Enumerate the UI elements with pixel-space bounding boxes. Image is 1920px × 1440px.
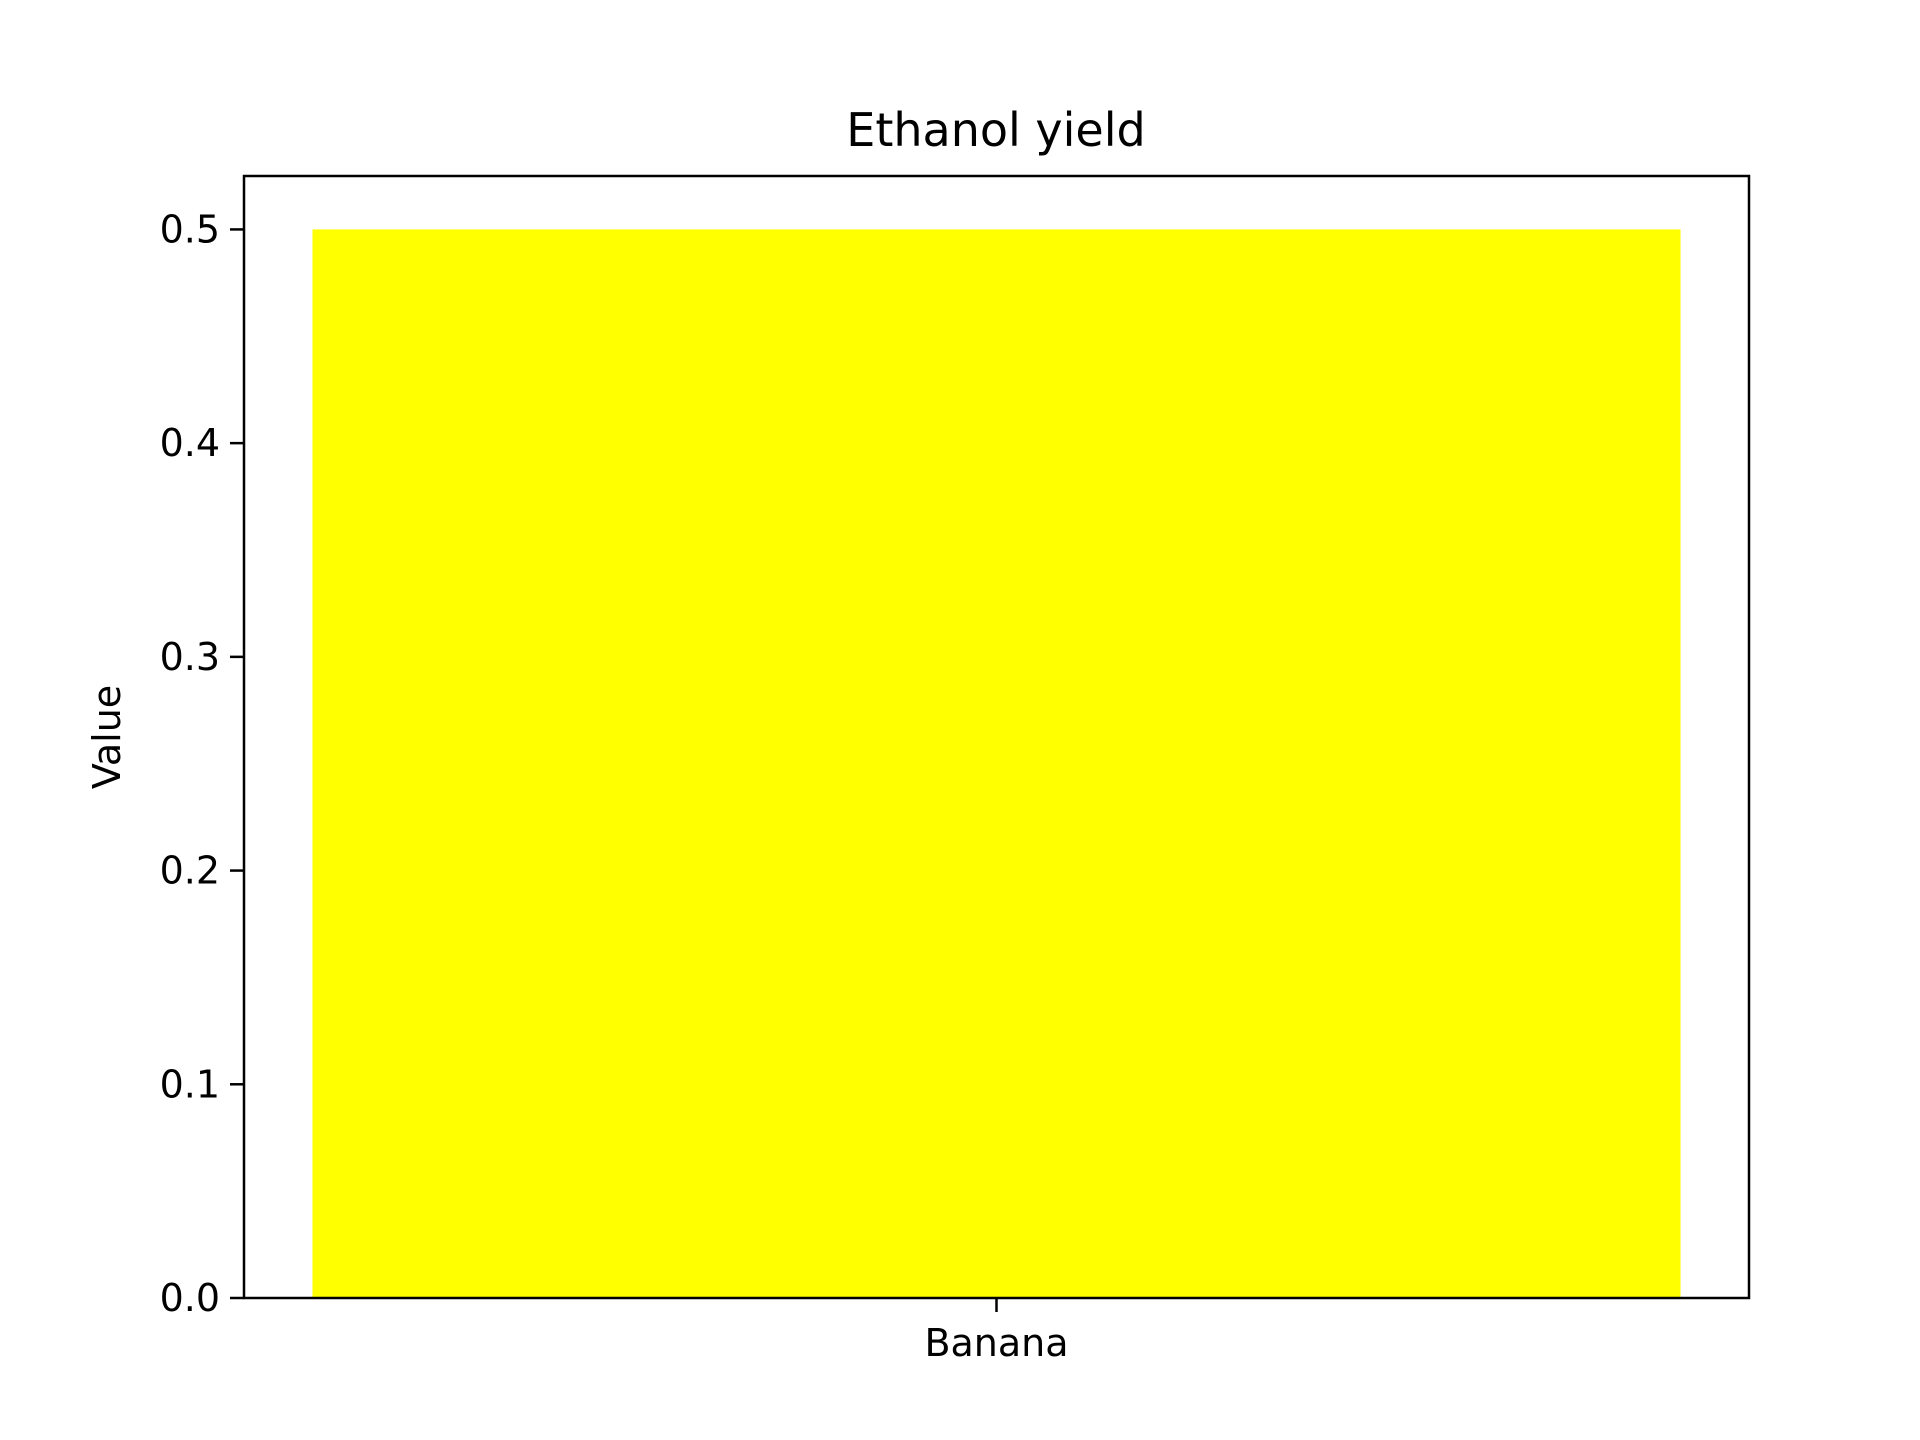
- y-axis-label: Value: [85, 685, 129, 789]
- y-tick-label: 0.0: [160, 1276, 220, 1320]
- bar-banana: [312, 229, 1681, 1298]
- chart-title: Ethanol yield: [846, 103, 1145, 157]
- y-tick-label: 0.1: [160, 1062, 220, 1106]
- plot-area: Banana 0.0 0.1 0.2 0.3 0.4 0.5: [160, 207, 1681, 1365]
- y-tick-label: 0.4: [160, 421, 220, 465]
- axes-frame: [242, 174, 1751, 1300]
- y-tick-label: 0.2: [160, 849, 220, 893]
- x-tick-label: Banana: [924, 1321, 1068, 1365]
- y-tick-label: 0.3: [160, 635, 220, 679]
- y-tick-label: 0.5: [160, 207, 220, 251]
